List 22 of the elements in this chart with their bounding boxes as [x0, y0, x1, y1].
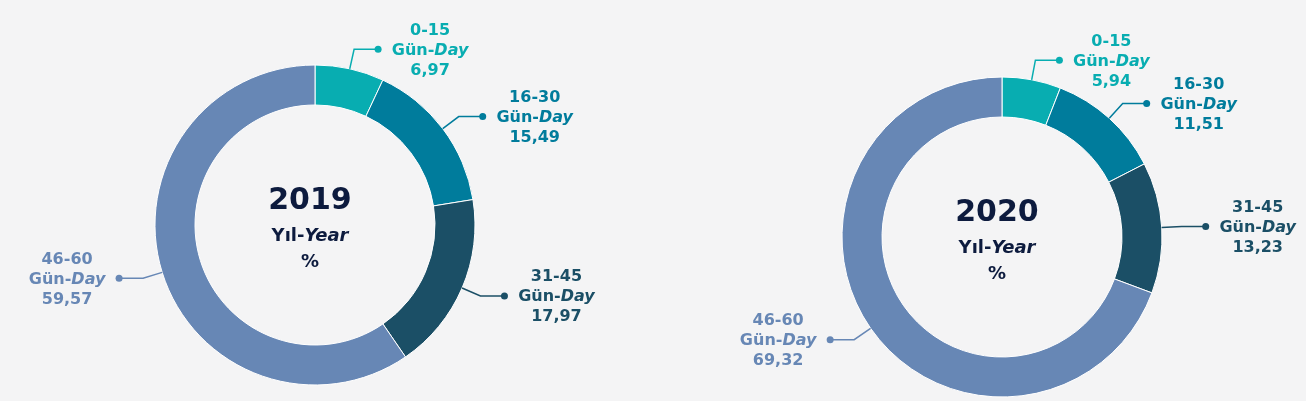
data-label: 69,32 — [752, 350, 804, 370]
data-label: 17,97 — [531, 306, 582, 326]
slice-label: 0-15 Gün-Day — [391, 19, 469, 59]
text: 2019 — [268, 180, 352, 216]
data-label: 15,49 — [509, 127, 561, 147]
slice-label: 31-45 Gün-Day — [518, 266, 596, 306]
data-label: 6,97 — [410, 59, 450, 79]
legend-label: 46-60 Gün-Day — [739, 310, 818, 350]
slice-label: 16-30 Gün-Day — [496, 87, 574, 127]
text: % — [987, 261, 1007, 283]
text: 2020 — [955, 192, 1039, 228]
slice-label: 16-30 Gün-Day — [1160, 73, 1238, 113]
text: Yıl-Year — [270, 223, 350, 245]
slice-label: 0-15 Gün-Day — [1073, 30, 1151, 70]
data-label: 11,51 — [1173, 113, 1224, 133]
text: % — [300, 249, 320, 271]
data-label: 59,57 — [41, 288, 93, 308]
data-label: 13,23 — [1232, 236, 1283, 256]
legend-label: 46-60 Gün-Day — [28, 248, 106, 288]
slice-label: 31-45 Gün-Day — [1219, 196, 1297, 236]
text: Yıl-Year — [957, 235, 1037, 257]
data-label: 5,94 — [1091, 70, 1132, 90]
